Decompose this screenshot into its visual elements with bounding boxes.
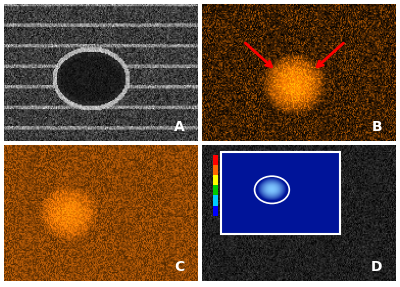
Bar xyxy=(213,165,218,175)
Text: B: B xyxy=(372,120,382,134)
Bar xyxy=(221,152,340,234)
Bar xyxy=(213,175,218,185)
Bar xyxy=(213,195,218,206)
Bar xyxy=(213,155,218,165)
Text: A: A xyxy=(174,120,184,134)
Bar xyxy=(213,185,218,195)
Text: C: C xyxy=(174,260,184,274)
Bar xyxy=(213,206,218,216)
Text: D: D xyxy=(371,260,382,274)
